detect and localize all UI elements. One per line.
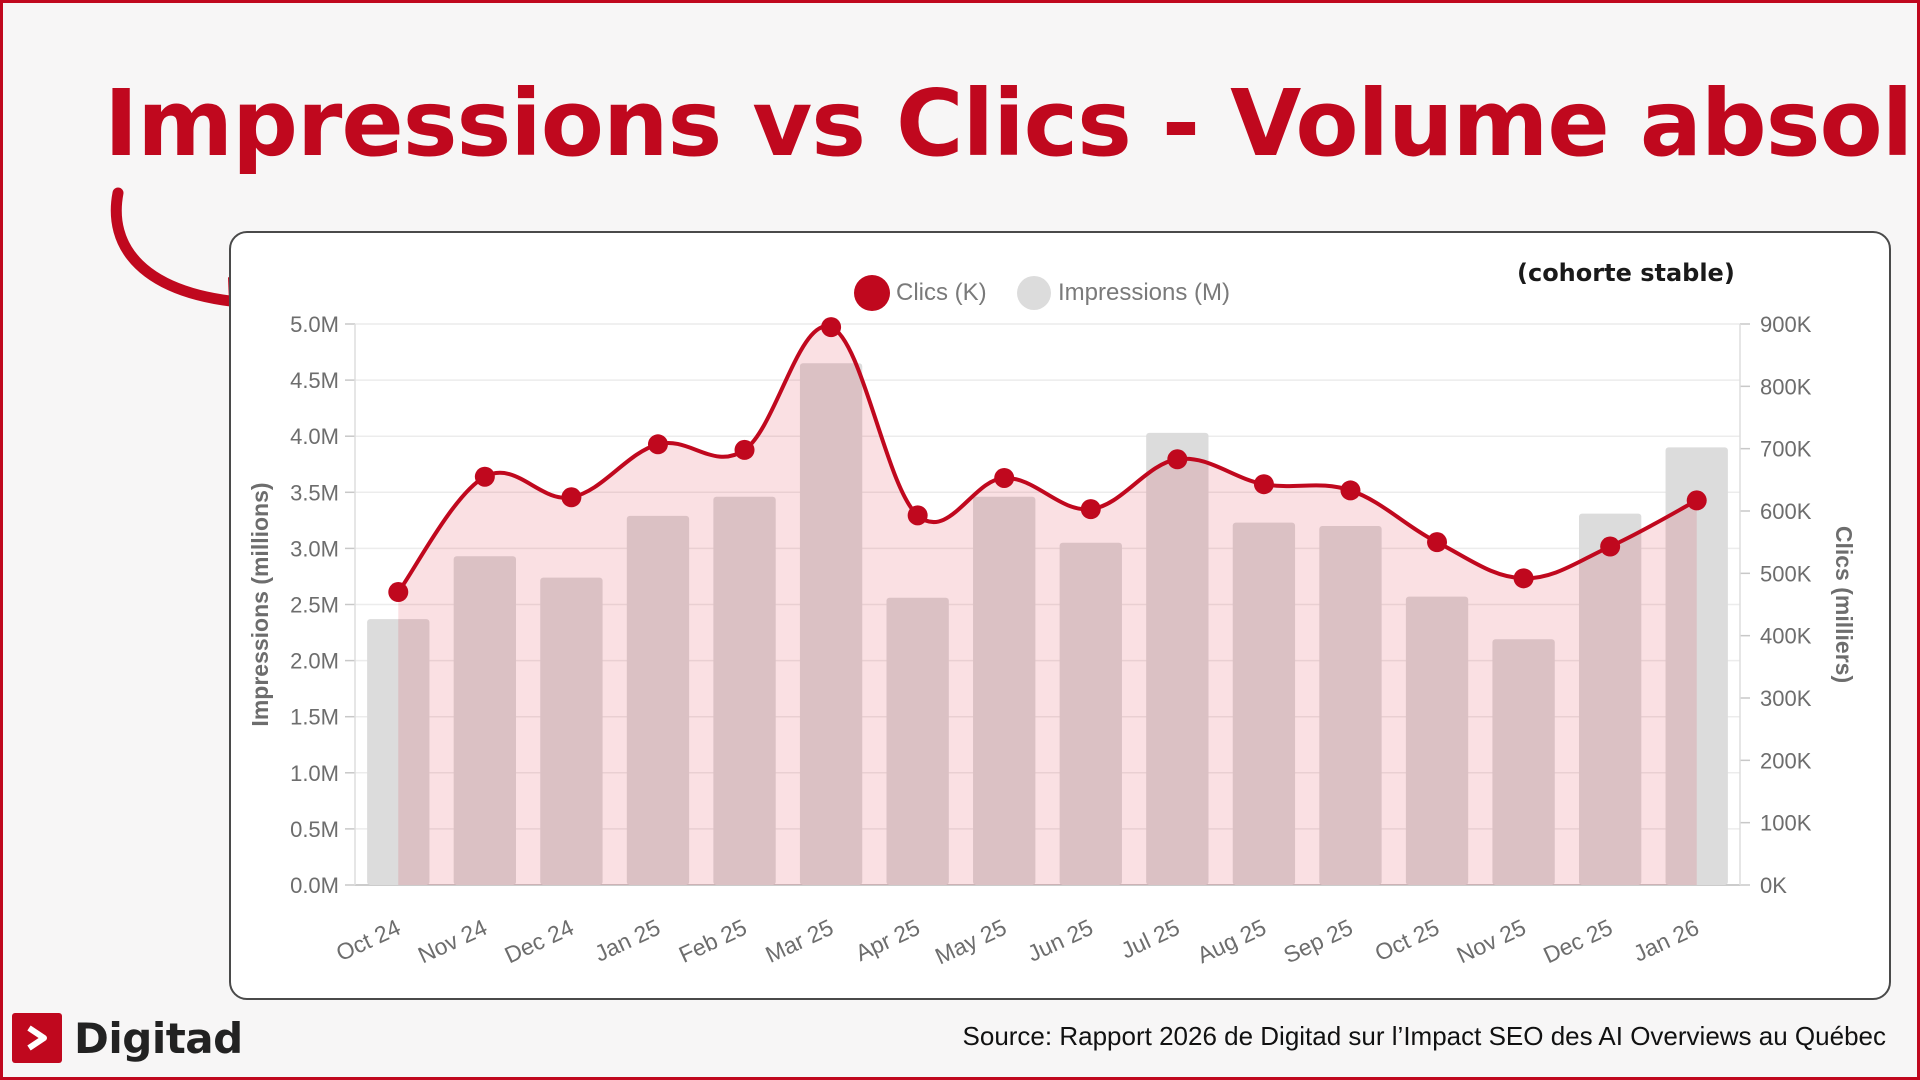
x-tick-label: Sep 25 [1280,914,1357,968]
brand-logo: Digitad [12,1013,243,1063]
x-tick-label: Nov 24 [414,914,491,968]
y-right-tick-label: 300K [1760,686,1812,711]
y-right-tick-label: 100K [1760,811,1812,836]
clics-point [561,487,582,508]
bar [540,577,603,885]
x-tick-label: Jan 26 [1629,914,1703,967]
y-left-tick-label: 1.0M [290,761,339,786]
chart-subtitle: (cohorte stable) [1517,259,1735,287]
x-tick-label: Nov 25 [1453,914,1530,968]
y-right-tick-label: 500K [1760,561,1812,586]
y-right-tick-label: 700K [1760,437,1812,462]
clics-point [734,439,755,460]
y-left-tick-label: 3.0M [290,536,339,561]
y-left-tick-label: 0.0M [290,873,339,898]
x-tick-label: Oct 25 [1371,914,1443,966]
y-left-tick-label: 3.5M [290,480,339,505]
x-tick-label: May 25 [931,914,1010,969]
clics-point [647,434,668,455]
clics-point [1080,499,1101,520]
x-tick-label: Dec 25 [1539,914,1616,968]
y-left-tick-label: 2.0M [290,649,339,674]
clics-point [907,505,928,526]
x-tick-label: Jan 25 [591,914,665,967]
clics-point [388,582,409,603]
y-right-tick-label: 200K [1760,748,1812,773]
clics-area [398,326,1697,885]
clics-point [1686,490,1707,511]
bar [713,496,776,885]
legend-label-clics: Clics (K) [896,279,987,306]
y-left-tick-label: 5.0M [290,312,339,337]
x-tick-label: Jul 25 [1117,914,1184,964]
legend-swatch-impressions [1017,276,1051,310]
y-right-tick-label: 800K [1760,374,1812,399]
y-left-tick-label: 4.0M [290,424,339,449]
legend-label-impressions: Impressions (M) [1058,279,1230,306]
y-right-tick-label: 0K [1760,873,1787,898]
bar [1319,525,1382,885]
clics-point [821,317,842,338]
bar [973,496,1036,885]
y-left-tick-label: 1.5M [290,705,339,730]
bar [626,515,690,885]
bar [1059,542,1122,885]
x-tick-label: Aug 25 [1193,914,1270,968]
clics-point [474,466,495,487]
y-left-axis-title: Impressions (millions) [247,482,273,726]
bar [453,556,517,885]
bar [1578,513,1642,885]
x-tick-label: Mar 25 [761,914,837,968]
legend: Clics (K) Impressions (M) [854,275,1230,311]
x-tick-label: Oct 24 [332,914,405,966]
bar [799,363,863,885]
y-right-axis-title: Clics (milliers) [1831,526,1857,683]
brand-name: Digitad [74,1013,243,1063]
x-tick-label: Apr 25 [851,914,923,966]
y-right-tick-label: 400K [1760,624,1812,649]
y-left-tick-label: 2.5M [290,593,339,618]
bar [1146,432,1209,885]
bar [886,597,949,885]
clics-point [994,467,1015,488]
clics-point [1427,532,1448,553]
y-left-tick-label: 4.5M [290,368,339,393]
bar [1405,596,1469,885]
bar [1492,639,1555,885]
bar-series [367,363,1728,885]
clics-point [1340,480,1361,501]
x-tick-label: Feb 25 [675,914,751,968]
clics-point [1513,568,1534,589]
x-tick-label: Jun 25 [1023,914,1097,967]
legend-swatch-clics [854,275,890,311]
clics-points [388,317,1707,603]
source-note: Source: Rapport 2026 de Digitad sur l’Im… [962,1021,1886,1051]
bar [1665,447,1728,885]
clics-point [1167,449,1188,470]
y-right-tick-label: 900K [1760,312,1812,337]
y-left-tick-label: 0.5M [290,817,339,842]
page-title: Impressions vs Clics - Volume absolu [104,70,1920,177]
bar [1232,522,1296,885]
y-right-tick-label: 600K [1760,499,1812,524]
clics-point [1253,474,1274,495]
brand-chevron-icon [12,1013,62,1063]
clics-point [1600,536,1621,557]
x-tick-label: Dec 24 [500,914,577,968]
bar [367,619,430,885]
x-axis-labels: Oct 24 Nov 24 Dec 24 Jan 25 Feb 25 Mar 25 Apr … [332,914,1703,970]
